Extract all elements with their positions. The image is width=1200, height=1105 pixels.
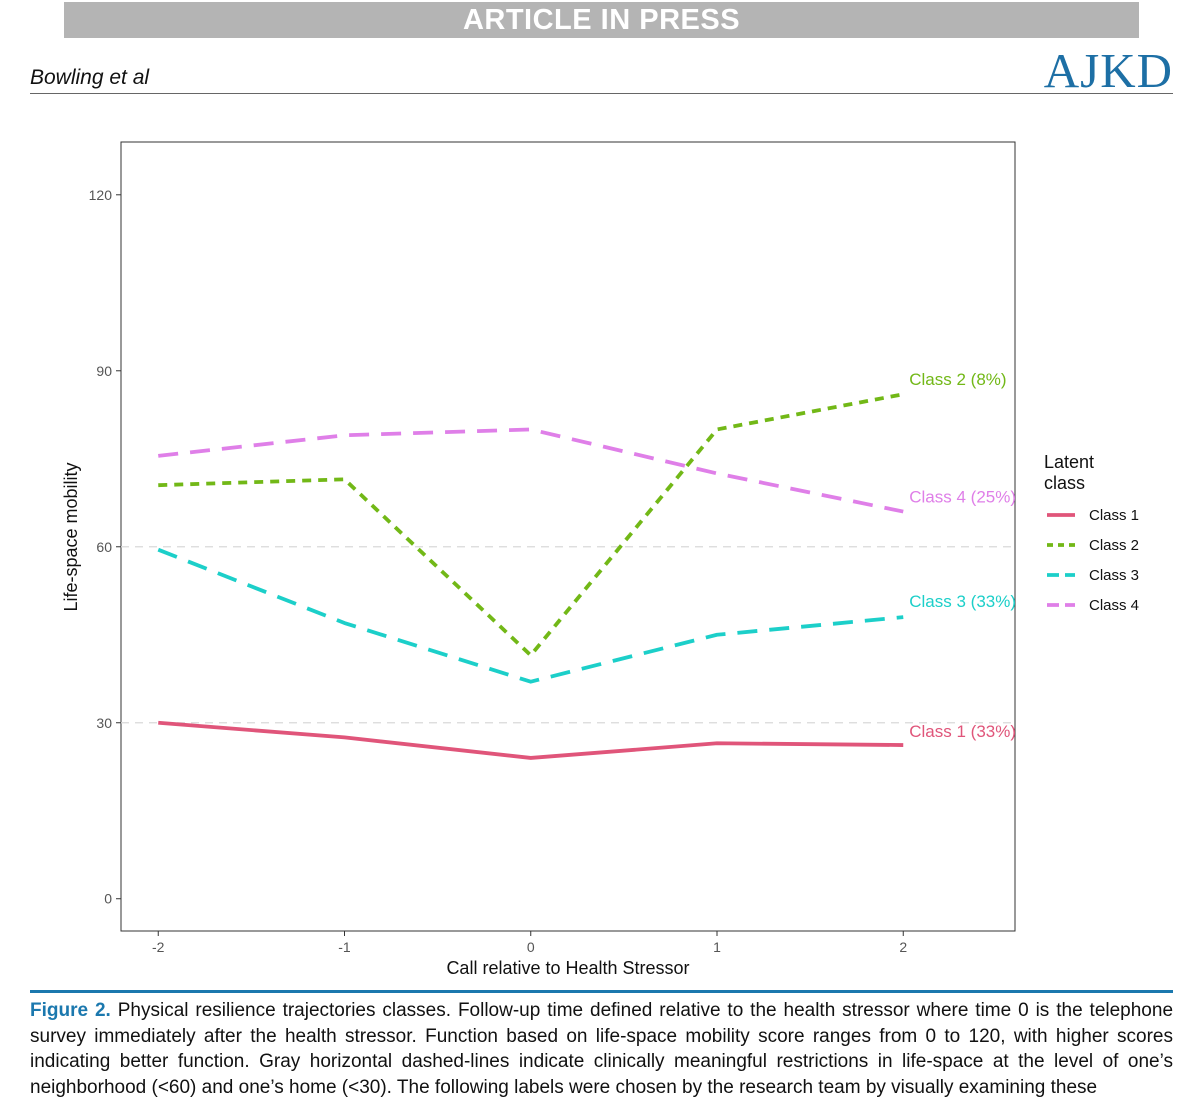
x-axis: -2 -1 0 1 2 <box>152 931 907 955</box>
journal-logo: AJKD <box>1043 43 1173 98</box>
reference-lines <box>121 546 1015 724</box>
series-lines <box>157 392 904 760</box>
plot-panel-border <box>120 141 1016 932</box>
x-tick-label: -2 <box>152 939 165 955</box>
y-tick-label: 60 <box>96 539 112 555</box>
y-axis: 0 30 60 90 120 <box>89 187 121 907</box>
caption-divider <box>30 990 1173 993</box>
legend-title-line2: class <box>1044 473 1085 493</box>
legend-label: Class 2 <box>1089 537 1139 554</box>
y-tick-label: 120 <box>89 187 113 203</box>
x-tick-label: -1 <box>338 939 351 955</box>
article-in-press-banner: ARTICLE IN PRESS <box>64 2 1139 38</box>
author-running-head: Bowling et al <box>30 66 150 89</box>
series-end-labels: Class 1 (33%) Class 2 (8%) Class 3 (33%) Cl… <box>909 370 1016 741</box>
legend-items: Class 1 Class 2 Class 3 Class 4 <box>1047 507 1139 614</box>
end-label-class-1: Class 1 (33%) <box>909 722 1016 741</box>
x-tick-label: 1 <box>713 939 721 955</box>
y-tick-label: 30 <box>96 715 112 731</box>
end-label-class-3: Class 3 (33%) <box>909 592 1016 611</box>
end-label-class-4: Class 4 (25%) <box>909 488 1016 507</box>
x-tick-label: 0 <box>527 939 535 955</box>
figure-caption: Figure 2. Physical resilience trajectori… <box>30 998 1173 1100</box>
series-line-class-1 <box>158 720 904 760</box>
series-line-class-4 <box>158 427 904 514</box>
x-tick-label: 2 <box>899 939 907 955</box>
header-divider <box>30 93 1173 94</box>
legend-label: Class 1 <box>1089 507 1139 524</box>
caption-text: Physical resilience trajectories classes… <box>30 1000 1174 1098</box>
series-line-class-2 <box>158 392 904 658</box>
figure-label: Figure 2. <box>30 1000 111 1021</box>
legend-title-line1: Latent <box>1044 452 1094 472</box>
y-tick-label: 90 <box>96 363 112 379</box>
legend-label: Class 4 <box>1089 597 1139 614</box>
trajectory-chart: 0 30 60 90 120 -2 -1 0 1 2 Class 1 (33%) Class 2 … <box>61 141 1139 978</box>
y-axis-title: Life-space mobility <box>61 462 81 611</box>
legend-label: Class 3 <box>1089 567 1139 584</box>
x-axis-title: Call relative to Health Stressor <box>446 958 689 978</box>
series-line-class-3 <box>157 547 904 684</box>
y-tick-label: 0 <box>104 891 112 907</box>
end-label-class-2: Class 2 (8%) <box>909 370 1006 389</box>
